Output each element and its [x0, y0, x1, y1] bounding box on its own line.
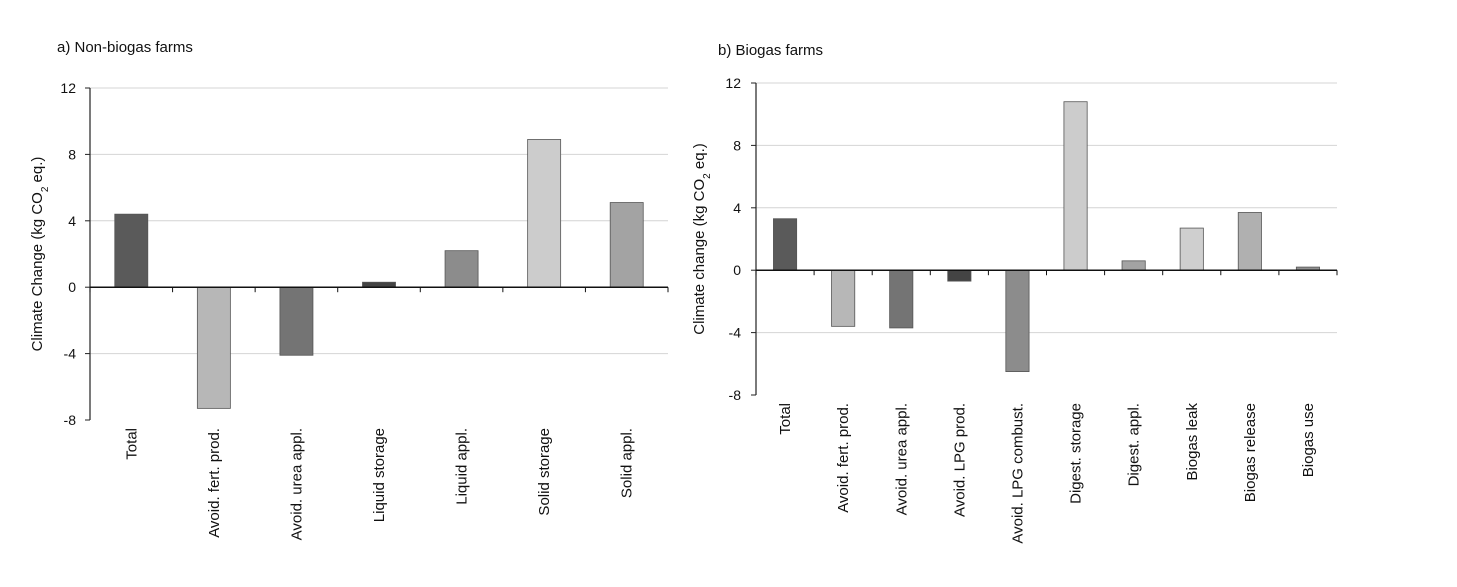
category-label-avoid-urea-appl: Avoid. urea appl.	[288, 428, 305, 540]
panel-label: a) Non-biogas farms	[57, 39, 193, 56]
y-tick-label: 8	[68, 146, 76, 162]
bar-solid-storage	[527, 139, 562, 288]
y-tick-label: -4	[729, 325, 742, 341]
bar-solid-appl	[609, 202, 644, 288]
y-tick-label: 8	[733, 137, 741, 153]
category-label-total: Total	[777, 403, 794, 435]
y-tick-label: 4	[733, 200, 741, 216]
category-label-liquid-appl: Liquid appl.	[454, 428, 471, 505]
bar-avoid-fert-prod	[831, 269, 856, 327]
category-label-biogas-release: Biogas release	[1242, 403, 1259, 502]
category-label-avoid-urea-appl: Avoid. urea appl.	[893, 403, 910, 515]
y-tick-label: 12	[60, 80, 76, 96]
y-axis-label-suffix: eq.)	[691, 143, 708, 173]
category-label-solid-appl: Solid appl.	[619, 428, 636, 498]
bar-total	[773, 218, 798, 271]
y-tick-label: 0	[733, 262, 741, 278]
y-axis-label-main: Climate Change (kg CO	[29, 192, 46, 351]
y-axis-label: Climate change (kg CO2 eq.)	[691, 143, 713, 334]
category-label-total: Total	[123, 428, 140, 460]
y-tick-label: 0	[68, 279, 76, 295]
bar-avoid-urea-appl	[889, 269, 914, 329]
category-label-avoid-fert-prod: Avoid. fert. prod.	[206, 428, 223, 538]
category-label-avoid-fert-prod: Avoid. fert. prod.	[835, 403, 852, 513]
y-tick-label: 4	[68, 213, 76, 229]
panel-label: b) Biogas farms	[718, 42, 823, 59]
category-label-liquid-storage: Liquid storage	[371, 428, 388, 522]
bar-digest-storage	[1063, 101, 1088, 271]
bar-biogas-release	[1237, 212, 1262, 271]
y-tick-label: -4	[64, 346, 77, 362]
category-label-biogas-leak: Biogas leak	[1184, 403, 1201, 481]
y-axis-label-subscript: 2	[702, 173, 713, 179]
category-label-avoid-lpg-prod: Avoid. LPG prod.	[951, 403, 968, 517]
bar-total	[114, 213, 149, 288]
bar-avoid-fert-prod	[196, 286, 231, 409]
chart-non-biogas-farms: a) Non-biogas farms -8 -4 0 4 8 12 Climate Chan…	[29, 39, 669, 540]
bar-avoid-urea-appl	[279, 286, 314, 356]
bar-digest-appl	[1121, 260, 1146, 271]
bar-avoid-lpg-prod	[947, 269, 972, 282]
bar-biogas-leak	[1179, 227, 1204, 271]
category-label-digest-appl: Digest. appl.	[1126, 403, 1143, 486]
chart-biogas-farms: b) Biogas farms -8 -4 0 4 8 12 Climate change (…	[691, 42, 1338, 544]
bar-liquid-appl	[444, 250, 479, 288]
y-axis-label-subscript: 2	[40, 186, 51, 192]
y-axis-label-main: Climate change (kg CO	[691, 179, 708, 335]
category-label-solid-storage: Solid storage	[536, 428, 553, 516]
y-tick-label: -8	[64, 412, 77, 428]
category-label-biogas-use: Biogas use	[1300, 403, 1317, 477]
y-axis-label: Climate Change (kg CO2 eq.)	[29, 157, 51, 352]
y-tick-label: 12	[725, 75, 741, 91]
y-axis-label-suffix: eq.)	[29, 157, 46, 187]
y-tick-label: -8	[729, 387, 742, 403]
category-label-avoid-lpg-combust: Avoid. LPG combust.	[1009, 403, 1026, 544]
category-label-digest-storage: Digest. storage	[1068, 403, 1085, 504]
bar-avoid-lpg-combust	[1005, 269, 1030, 373]
